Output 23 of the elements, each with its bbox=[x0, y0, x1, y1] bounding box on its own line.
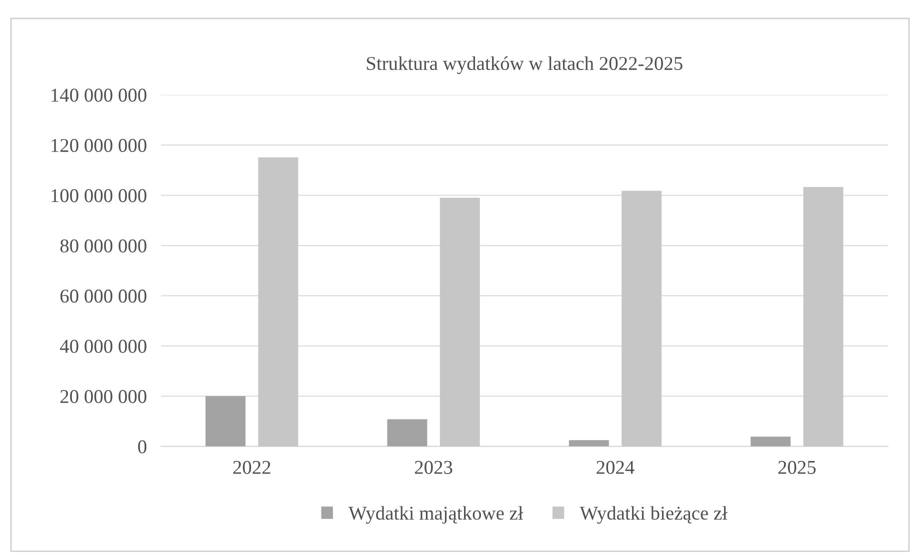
bar bbox=[803, 187, 844, 446]
y-tick-label: 40 000 000 bbox=[60, 340, 146, 353]
y-tick-label: 60 000 000 bbox=[60, 290, 146, 303]
bar bbox=[750, 436, 791, 446]
y-tick-label: 100 000 000 bbox=[52, 189, 146, 202]
chart-title: Struktura wydatków w latach 2022-2025 bbox=[366, 56, 682, 74]
x-tick-label: 2022 bbox=[233, 460, 270, 474]
y-tick-label: 20 000 000 bbox=[60, 390, 146, 404]
y-tick-label: 120 000 000 bbox=[52, 138, 146, 152]
legend-label: Wydatki majątkowe zł bbox=[348, 506, 524, 524]
y-tick-label: 140 000 000 bbox=[52, 88, 146, 102]
y-tick-label: 80 000 000 bbox=[60, 239, 146, 252]
bar bbox=[206, 396, 246, 446]
bar bbox=[622, 190, 662, 446]
bar bbox=[258, 157, 298, 446]
x-tick-label: 2023 bbox=[414, 460, 452, 474]
bar bbox=[568, 440, 609, 446]
y-tick-label: 0 bbox=[138, 440, 146, 454]
legend-label: Wydatki bieżące zł bbox=[580, 506, 728, 524]
bar bbox=[387, 419, 428, 446]
x-tick-label: 2024 bbox=[596, 460, 634, 474]
x-tick-label: 2025 bbox=[778, 460, 816, 474]
bar bbox=[440, 198, 480, 446]
